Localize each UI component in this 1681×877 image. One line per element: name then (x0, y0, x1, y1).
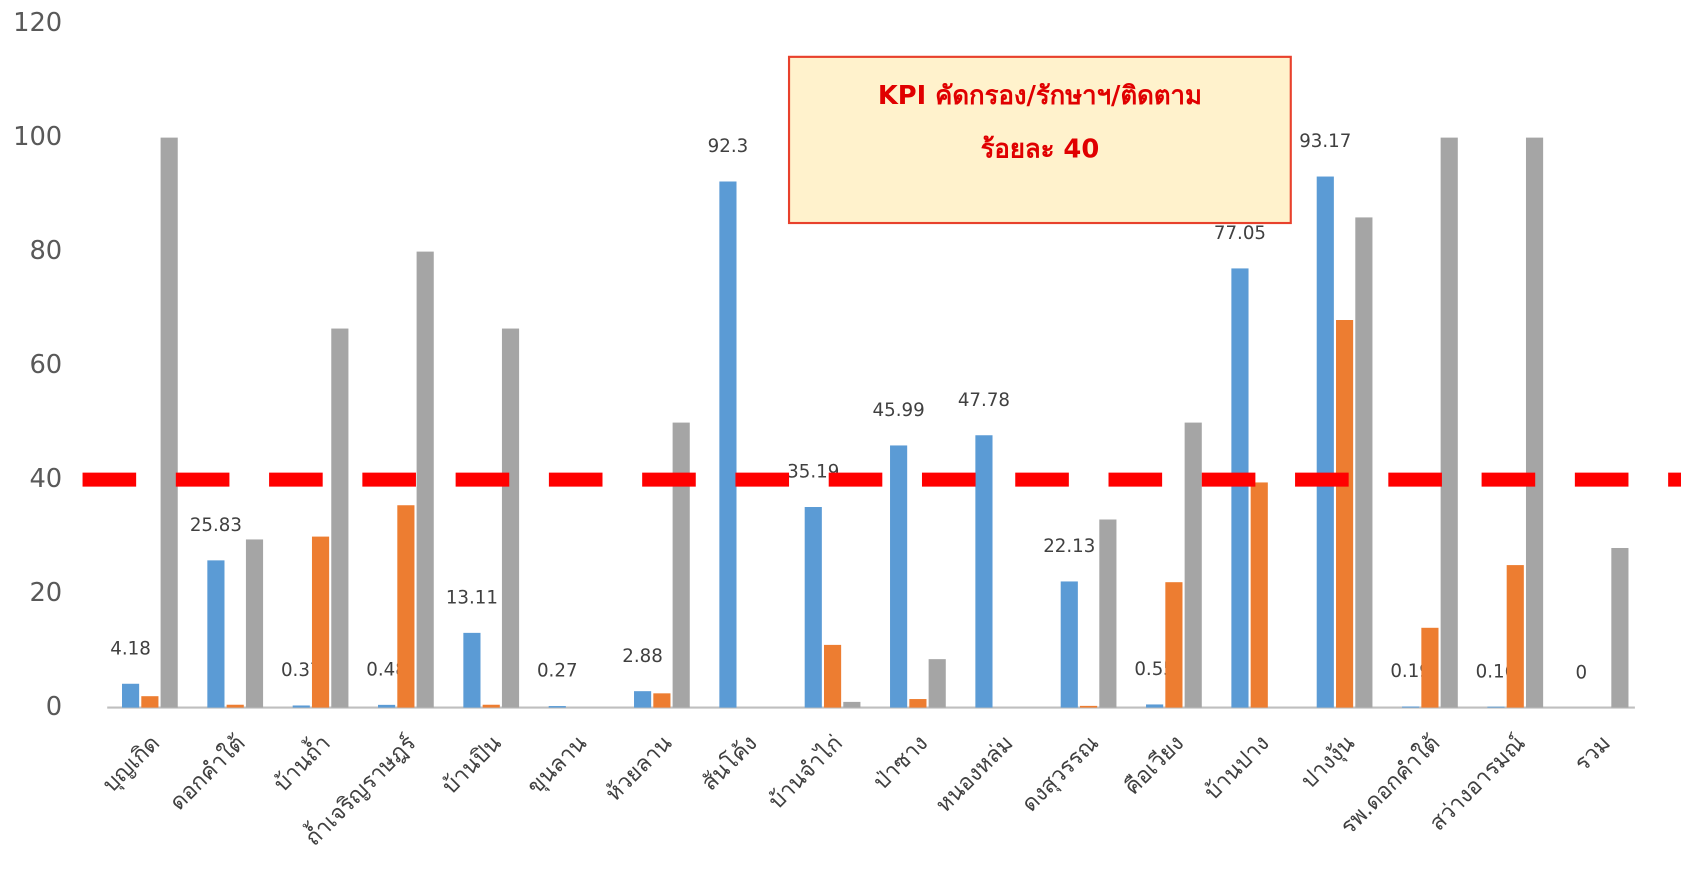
bar (1525, 137, 1544, 708)
bar (804, 507, 822, 708)
bar (482, 704, 500, 708)
data-label: 92.3 (708, 136, 749, 157)
bar (928, 659, 946, 708)
data-label: 0 (1576, 662, 1588, 683)
data-label: 45.99 (873, 400, 925, 421)
bar (311, 536, 330, 708)
bar (292, 705, 310, 708)
bar (397, 505, 415, 708)
bar (672, 422, 690, 708)
bar (245, 539, 264, 708)
bar (1184, 422, 1202, 708)
y-tick-label: 60 (29, 350, 62, 380)
bar (548, 706, 566, 708)
x-tick-label: ขุนลาน (522, 730, 592, 800)
bar (634, 691, 652, 708)
bar (463, 632, 481, 708)
data-label: 2.88 (622, 646, 663, 667)
bar (226, 704, 244, 708)
annotation-text: KPI คัดกรอง/รักษาฯ/ติดตาม (878, 81, 1202, 111)
bar (1146, 704, 1164, 708)
data-label: 0.27 (537, 661, 578, 682)
data-label: 0.19 (1390, 661, 1431, 682)
bar (1611, 547, 1629, 708)
x-tick-label: คือเวียง (1119, 730, 1189, 800)
bar (1402, 706, 1420, 708)
bar (378, 704, 396, 708)
y-tick-label: 120 (13, 8, 62, 38)
bar (1440, 137, 1458, 708)
bar (160, 137, 178, 708)
bar (331, 328, 349, 708)
x-tick-label: หนองหล่ม (931, 730, 1019, 818)
y-tick-label: 80 (29, 236, 62, 266)
bar (1316, 176, 1334, 708)
x-tick-label: บุญเกิด (98, 730, 165, 797)
bar (653, 693, 671, 708)
bar (1165, 582, 1183, 708)
bar (416, 251, 434, 708)
data-label: 0.48 (366, 660, 407, 681)
data-label: 25.83 (190, 515, 242, 536)
x-tick-label: บ้านถ้ำ (266, 727, 336, 797)
bar (1336, 320, 1354, 708)
data-label: 13.11 (446, 588, 498, 609)
data-label: 93.17 (1299, 131, 1351, 152)
bar (890, 445, 908, 708)
bar (1250, 482, 1268, 708)
data-label: 0.55 (1134, 659, 1175, 680)
bar (1060, 581, 1078, 708)
x-tick-label: บ้านปิน (437, 730, 506, 799)
bar (1079, 705, 1098, 708)
bar (843, 701, 861, 708)
bar (909, 699, 927, 708)
bar (207, 560, 225, 708)
x-tick-label: บ้านปาง (1199, 730, 1274, 805)
x-tick-label: รวม (1570, 730, 1616, 776)
x-tick-label: ดอกคำใต้ (165, 730, 251, 816)
x-tick-label: บ้านจำไก่ (763, 729, 848, 814)
bar (1421, 627, 1439, 708)
x-tick-label: สันโค้ง (696, 729, 763, 796)
y-tick-label: 100 (13, 122, 62, 152)
data-label: 47.78 (958, 390, 1010, 411)
bar (1231, 268, 1249, 708)
y-tick-label: 40 (29, 464, 62, 494)
data-label: 0.16 (1476, 661, 1517, 682)
x-tick-label: ปางงุ้น (1296, 730, 1360, 794)
bar (1355, 217, 1373, 708)
x-tick-label: ดงสุวรรณ (1017, 730, 1104, 817)
data-label: 22.13 (1043, 536, 1095, 557)
data-label: 4.18 (110, 638, 151, 659)
bar (122, 683, 140, 708)
bar (501, 328, 520, 708)
bar (1487, 706, 1505, 708)
y-tick-label: 0 (46, 692, 62, 722)
bar (141, 696, 159, 708)
bar (975, 435, 993, 708)
annotation-box (787, 55, 1292, 225)
data-label: 0.37 (281, 660, 322, 681)
data-label: 77.05 (1214, 223, 1266, 244)
x-tick-label: ห้วยลาน (600, 730, 677, 807)
bar (823, 644, 842, 708)
bar (719, 181, 737, 708)
x-tick-label: ป่าซาง (868, 730, 933, 795)
bar (1506, 565, 1524, 708)
y-tick-label: 20 (29, 578, 62, 608)
data-label: 35.19 (787, 462, 839, 483)
annotation-text: ร้อยละ 40 (981, 135, 1100, 165)
bar (1099, 519, 1117, 708)
